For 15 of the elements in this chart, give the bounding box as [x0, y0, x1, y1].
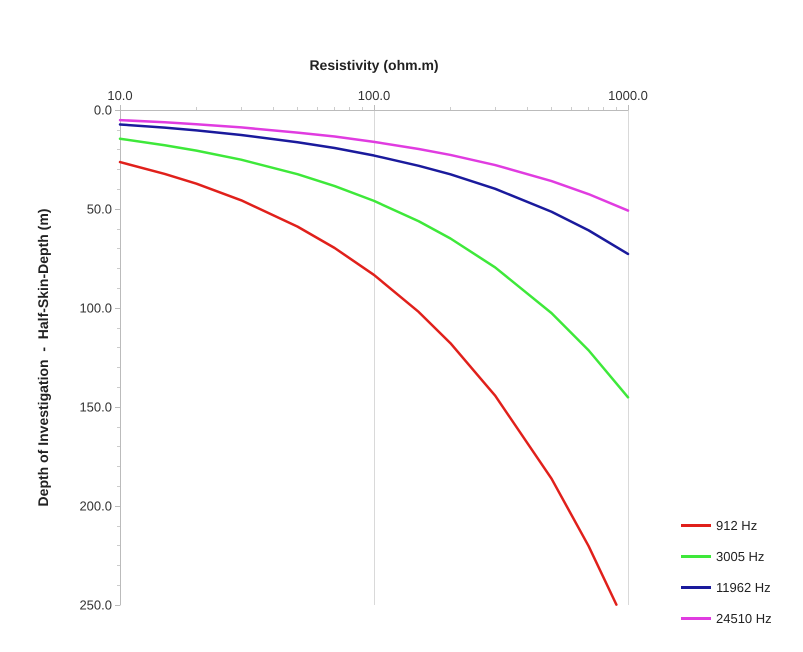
- y-tick-label: 100.0: [79, 300, 112, 316]
- y-tick-label: 200.0: [79, 498, 112, 514]
- x-tick-label: 100.0: [358, 88, 390, 103]
- x-tick-label: 10.0: [107, 88, 133, 103]
- x-tick-label: 1000.0: [608, 88, 648, 103]
- legend-label: 11962 Hz: [716, 580, 771, 595]
- y-tick-label: 250.0: [79, 598, 112, 612]
- x-axis-title: Resistivity (ohm.m): [309, 57, 439, 73]
- legend-label: 24510 Hz: [716, 611, 772, 626]
- y-tick-label: 0.0: [94, 102, 112, 118]
- y-tick-label: 150.0: [79, 400, 112, 414]
- y-tick-label: 50.0: [86, 202, 112, 216]
- legend-label: 912 Hz: [716, 518, 758, 533]
- y-axis-title: Depth of Investigation - Half-Skin-Depth (m): [35, 208, 51, 506]
- legend-label: 3005 Hz: [716, 549, 764, 564]
